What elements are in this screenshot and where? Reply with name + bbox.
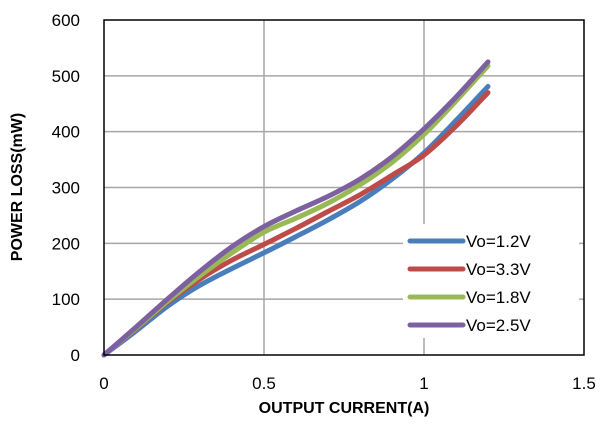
series-line [101, 59, 491, 358]
x-axis-title: OUTPUT CURRENT(A) [259, 400, 430, 417]
legend-entry-label: Vo=1.8V [466, 288, 531, 307]
x-tick-label: 0 [99, 374, 108, 393]
legend-entry-label: Vo=3.3V [466, 260, 531, 279]
y-axis-title: POWER LOSS(mW) [9, 113, 26, 261]
series-lines [101, 59, 491, 358]
legend: Vo=1.2V Vo=3.3V Vo=1.8V Vo=2.5V [403, 224, 579, 338]
plot-area-frame [103, 19, 585, 356]
x-tick-label: 0.5 [252, 374, 276, 393]
y-tick-label: 600 [52, 11, 80, 30]
x-tick-label: 1 [419, 374, 428, 393]
y-tick-label: 500 [52, 67, 80, 86]
y-tick-label: 0 [71, 346, 80, 365]
y-axis-tick-labels: 0 100 200 300 400 500 600 [52, 11, 80, 365]
x-tick-label: 1.5 [572, 374, 596, 393]
legend-entry-label: Vo=2.5V [466, 316, 531, 335]
y-tick-label: 100 [52, 290, 80, 309]
y-tick-label: 200 [52, 234, 80, 253]
y-tick-label: 300 [52, 179, 80, 198]
legend-entry-label: Vo=1.2V [466, 232, 531, 251]
x-axis-tick-labels: 0 0.5 1 1.5 [99, 374, 596, 393]
y-tick-label: 400 [52, 123, 80, 142]
